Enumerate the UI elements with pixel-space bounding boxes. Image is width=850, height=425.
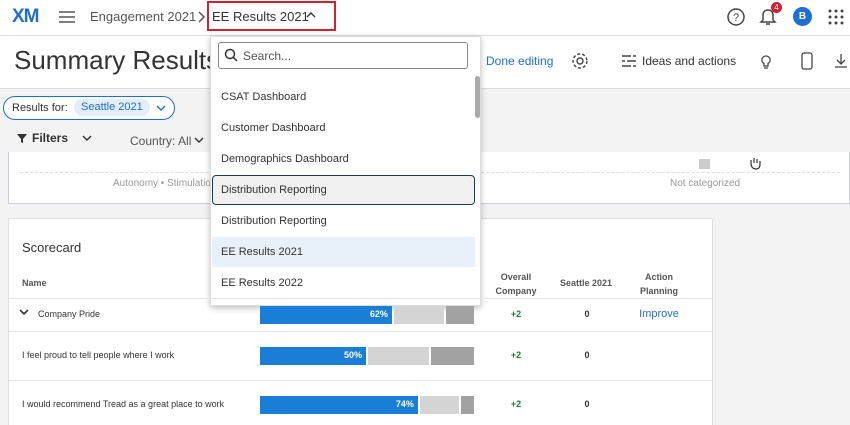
bar-neutral xyxy=(419,396,459,414)
current-project[interactable]: EE Results 2021 xyxy=(212,9,309,24)
dropdown-item[interactable]: Demographics Dashboard xyxy=(221,153,349,165)
notification-badge: 4 xyxy=(771,2,782,13)
bar-stub xyxy=(699,159,710,169)
bar-favorable xyxy=(260,396,418,414)
filter-icon xyxy=(17,134,27,143)
avatar[interactable]: B xyxy=(793,7,812,26)
help-icon[interactable]: ? xyxy=(726,7,746,27)
overall-delta: +2 xyxy=(510,399,522,409)
action-link[interactable]: Improve xyxy=(639,307,679,320)
breadcrumb-separator xyxy=(198,11,206,23)
settings-icon[interactable] xyxy=(571,52,589,70)
chevron-down xyxy=(82,135,92,141)
column-header: Action Planning xyxy=(640,272,678,296)
search-icon xyxy=(224,48,238,62)
expand-chevron xyxy=(18,307,30,320)
bar-label: 74% xyxy=(395,399,414,409)
download-icon[interactable] xyxy=(833,52,849,70)
dropdown-item-bg xyxy=(212,237,475,267)
chevron-down xyxy=(194,137,204,143)
seattle-delta: 0 xyxy=(584,399,590,409)
row-name: I would recommend Tread as a great place… xyxy=(22,399,225,409)
bar-unfavorable xyxy=(445,305,474,324)
search-placeholder: Search... xyxy=(243,49,292,63)
dropdown-item-bg xyxy=(212,175,475,205)
scrollbar xyxy=(475,76,480,118)
dropdown-item[interactable]: Distribution Reporting xyxy=(221,184,327,196)
done-editing[interactable]: Done editing xyxy=(486,54,554,68)
bar-unfavorable xyxy=(460,396,474,414)
chevron-down xyxy=(156,105,166,111)
bar-favorable xyxy=(260,305,392,324)
insights-icon[interactable] xyxy=(758,52,774,70)
dropdown-item[interactable]: Distribution Reporting xyxy=(221,215,327,227)
breadcrumb[interactable]: Engagement 2021 xyxy=(90,9,197,24)
chevron-up xyxy=(306,12,316,18)
bar-unfavorable xyxy=(430,346,474,365)
seattle-delta: 0 xyxy=(584,308,590,319)
bar-neutral xyxy=(393,305,444,324)
results-for-value[interactable]: Seattle 2021 xyxy=(74,99,150,116)
cursor-hand xyxy=(750,158,761,170)
notifications-icon[interactable] xyxy=(759,7,777,27)
filters-button[interactable]: Filters xyxy=(32,131,69,145)
column-header: Name xyxy=(22,278,47,288)
mobile-icon[interactable] xyxy=(800,52,814,70)
row-name: Company Pride xyxy=(38,308,101,319)
page-title: Summary Results xyxy=(14,45,220,75)
bar-label: 62% xyxy=(369,308,388,319)
ideas-and-actions[interactable]: Ideas and actions xyxy=(642,54,737,68)
svg-text:?: ? xyxy=(733,12,739,24)
highlight-box xyxy=(207,1,336,31)
overall-delta: +2 xyxy=(510,308,522,319)
bar-favorable xyxy=(260,346,366,365)
dropdown-item[interactable]: EE Results 2022 xyxy=(221,277,303,289)
row-divider xyxy=(8,380,713,381)
column-header: Seattle 2021 xyxy=(560,278,613,288)
overall-delta: +2 xyxy=(510,349,522,360)
logo[interactable]: XM xyxy=(12,6,39,27)
seattle-delta: 0 xyxy=(584,349,590,360)
country-filter[interactable]: Country: All xyxy=(130,134,192,148)
results-for-label: Results for: xyxy=(12,102,68,114)
bar-label: 50% xyxy=(343,349,362,360)
column-header: Overall Company xyxy=(495,272,537,296)
search-input[interactable] xyxy=(218,42,468,69)
widget-label: Autonomy • Stimulation xyxy=(113,178,217,189)
apps-icon[interactable] xyxy=(828,9,844,25)
header xyxy=(0,0,850,36)
row-divider xyxy=(8,298,713,299)
dropdown-item[interactable]: EE Results 2021 xyxy=(221,246,303,258)
widget-label: Not categorized xyxy=(670,178,741,189)
scorecard-title: Scorecard xyxy=(22,240,82,255)
dropdown-item[interactable]: CSAT Dashboard xyxy=(221,91,307,103)
bar-neutral xyxy=(368,346,429,365)
row-name: I feel proud to tell people where I work xyxy=(22,349,175,360)
ideas-icon[interactable] xyxy=(621,53,637,69)
dropdown-item[interactable]: Customer Dashboard xyxy=(221,122,326,134)
menu-icon[interactable] xyxy=(58,9,76,25)
row-divider xyxy=(8,331,713,332)
